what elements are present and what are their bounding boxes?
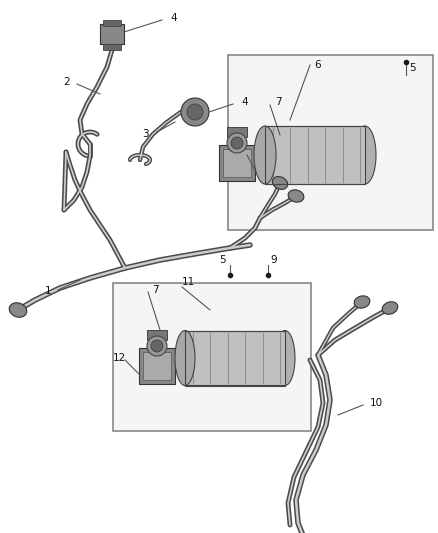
Ellipse shape [9, 303, 27, 317]
Circle shape [147, 336, 167, 356]
Bar [265, 126, 365, 184]
Circle shape [151, 340, 163, 352]
Bar [103, 20, 121, 26]
Text: 6: 6 [314, 60, 321, 70]
Bar [185, 331, 285, 386]
Circle shape [231, 137, 243, 149]
Ellipse shape [354, 296, 370, 308]
Text: 12: 12 [113, 353, 126, 363]
Text: 11: 11 [181, 277, 194, 287]
Text: 7: 7 [275, 97, 281, 107]
Bar [143, 352, 171, 380]
Ellipse shape [175, 330, 195, 385]
Bar [103, 44, 121, 50]
Bar [147, 330, 167, 340]
Bar [100, 24, 124, 44]
Ellipse shape [254, 126, 276, 184]
Text: 5: 5 [410, 63, 416, 73]
Ellipse shape [272, 176, 288, 189]
Bar [227, 127, 247, 137]
Ellipse shape [354, 126, 376, 184]
Circle shape [181, 98, 209, 126]
Bar [265, 126, 365, 184]
Ellipse shape [275, 330, 295, 385]
Text: 9: 9 [271, 255, 277, 265]
Circle shape [187, 104, 203, 120]
Circle shape [227, 133, 247, 153]
Text: 1: 1 [45, 286, 51, 296]
Text: 4: 4 [171, 13, 177, 23]
Bar [185, 331, 285, 386]
Text: 10: 10 [369, 398, 382, 408]
Bar [219, 145, 255, 181]
Text: 2: 2 [64, 77, 71, 87]
Bar [223, 149, 251, 177]
Text: 3: 3 [141, 129, 148, 139]
Text: 4: 4 [242, 97, 248, 107]
Ellipse shape [288, 190, 304, 202]
Bar [113, 283, 311, 431]
Text: 7: 7 [152, 285, 158, 295]
Bar [139, 348, 175, 384]
Text: 8: 8 [240, 148, 246, 158]
Ellipse shape [382, 302, 398, 314]
Bar [228, 55, 433, 230]
Text: 5: 5 [219, 255, 225, 265]
